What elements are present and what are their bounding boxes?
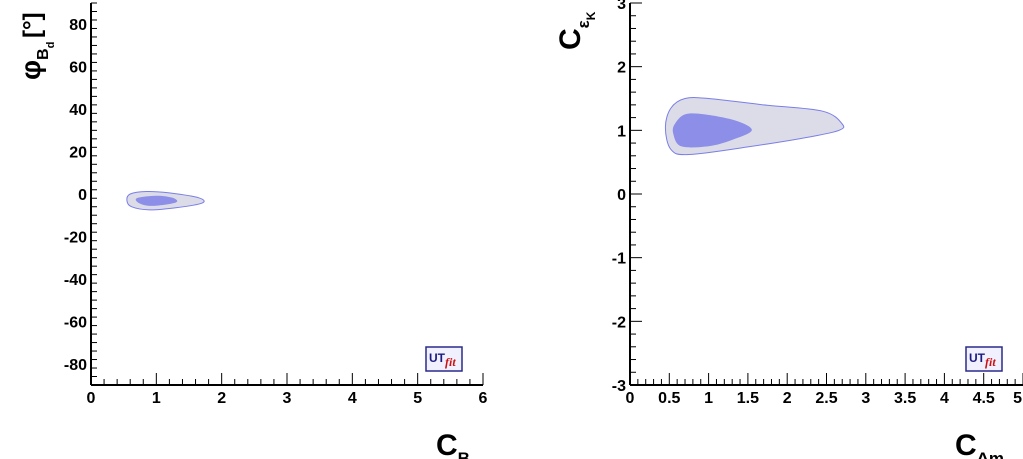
x-tick-label: 3.5 <box>894 390 916 407</box>
y-tick-label: -1 <box>612 251 626 268</box>
x-tick-label: 3 <box>283 390 292 407</box>
y-tick-label: 60 <box>69 60 87 77</box>
chart-2: -3 -2 -1 0 1 2 3 0 0.5 1 1.5 2 2.5 3 3.5 4 4.5 5 UTfit <box>612 0 1023 407</box>
x-tick-label: 2.5 <box>815 390 837 407</box>
chart-1: -80 -60 -40 -20 0 20 40 60 80 0 1 2 3 4 5 6 UTfit <box>64 2 488 407</box>
y-tick-label: -80 <box>64 357 87 374</box>
y-axis-title: φBd <box>15 42 57 80</box>
y-tick-label: -60 <box>64 314 87 331</box>
y-tick-label: 20 <box>69 145 87 162</box>
contour-region-inner <box>135 195 178 206</box>
y-tick-label: 2 <box>617 60 626 77</box>
x-axis-title-2: CΔmK <box>955 429 1013 459</box>
x-tick-label: 4 <box>348 390 357 407</box>
y-tick-label: 0 <box>78 187 87 204</box>
y-tick-label: 1 <box>617 123 626 140</box>
x-tick-label: 0 <box>87 390 96 407</box>
utfit-logo: UTfit <box>965 346 1003 372</box>
x-tick-label: 6 <box>479 390 488 407</box>
contour-region-inner <box>672 113 752 148</box>
y-axis-title-2: CεK <box>554 11 598 50</box>
y-tick-label: 0 <box>617 187 626 204</box>
x-axis-title: CBd <box>436 429 477 459</box>
y-tick-label: -20 <box>64 229 87 246</box>
utfit-logo: UTfit <box>425 346 463 372</box>
x-tick-label: 1.5 <box>737 390 759 407</box>
x-tick-label: 5 <box>1013 390 1022 407</box>
y-tick-label: -2 <box>612 314 626 331</box>
x-tick-label: 1 <box>704 390 713 407</box>
y-tick-label: -3 <box>612 378 626 395</box>
y-tick-label: -40 <box>64 272 87 289</box>
x-tick-label: 5 <box>413 390 422 407</box>
x-tick-label: 2 <box>783 390 792 407</box>
x-tick-label: 3 <box>861 390 870 407</box>
x-tick-label: 1 <box>152 390 161 407</box>
y-axis-unit: [°] <box>19 12 46 38</box>
x-tick-label: 0 <box>626 390 635 407</box>
svg-text:UTfit: UTfit <box>969 351 996 369</box>
x-tick-label: 4 <box>940 390 949 407</box>
x-tick-label: 4.5 <box>973 390 995 407</box>
y-tick-label: 80 <box>69 17 87 34</box>
svg-text:UTfit: UTfit <box>429 351 456 369</box>
x-tick-label: 0.5 <box>658 390 680 407</box>
y-tick-label: 3 <box>617 0 626 13</box>
y-tick-label: 40 <box>69 102 87 119</box>
x-tick-label: 2 <box>217 390 226 407</box>
